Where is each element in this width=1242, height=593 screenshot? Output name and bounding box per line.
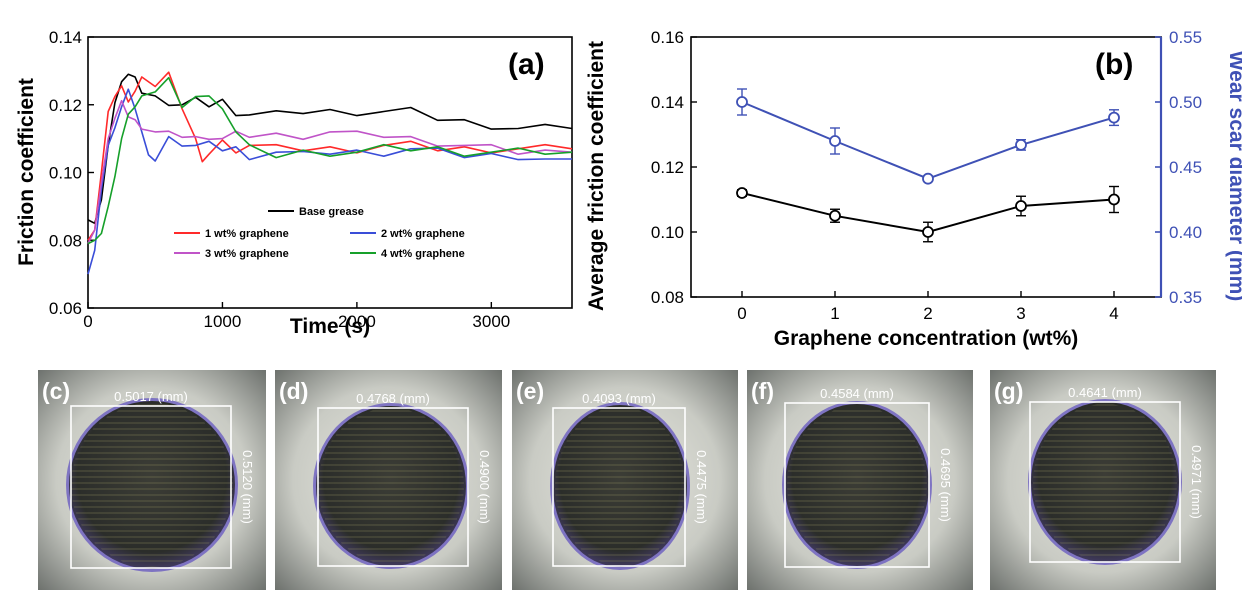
legend-label: 3 wt% graphene [205,248,289,260]
y-axis-label: Friction coefficient [15,78,38,266]
y-tick-label-right: 0.35 [1169,288,1202,307]
y-axis-label-left: Average friction coefficient [585,41,608,311]
image-label: (g) [994,378,1023,404]
y-tick-label: 0.10 [49,164,82,183]
x-tick-label: 0 [83,312,92,331]
legend-label: 2 wt% graphene [381,228,465,240]
image-label: (f) [751,378,774,404]
data-point [1015,138,1027,151]
image-label: (e) [516,378,544,404]
y-tick-label-left: 0.12 [651,158,684,177]
wear-scar-image: 0.4093 (mm) 0.4475 (mm) (e) [512,370,738,590]
x-axis-label: Graphene concentration (wt%) [774,327,1079,350]
measurement-box [70,405,232,569]
legend-label: 4 wt% graphene [381,248,465,260]
legend: Base grease 1 wt% graphene 2 wt% graphene 3… [174,206,465,260]
y-tick-label-left: 0.16 [651,28,684,47]
x-tick-label: 2 [923,304,932,323]
measurement-box [317,407,469,567]
x-tick-label: 0 [737,304,746,323]
vertical-measurement: 0.4695 (mm) [938,448,953,522]
data-point [922,226,934,238]
data-point [736,187,748,199]
series-line-0 [87,73,573,225]
horizontal-measurement: 0.4641 (mm) [1068,385,1142,400]
y-tick-label-left: 0.08 [651,288,684,307]
panel-a-friction-vs-time: 0.06 0.08 0.10 0.12 0.14 0 1000 2000 3000 (a) T… [15,28,573,338]
series-lines [87,71,573,275]
vertical-measurement: 0.4475 (mm) [694,450,709,524]
scar-texture [318,408,464,564]
data-point [736,96,748,108]
horizontal-measurement: 0.5017 (mm) [114,389,188,404]
image-label: (d) [279,378,308,404]
scar-texture [1033,404,1177,560]
vertical-measurement: 0.5120 (mm) [240,450,255,524]
x-axis-label: Time (s) [290,315,370,338]
panel-label: (b) [1095,48,1133,81]
y-tick-label-right: 0.55 [1169,28,1202,47]
x-tick-label: 4 [1109,304,1118,323]
y-axis-label-right: Wear scar diameter (mm) [1225,51,1242,302]
y-tick-label: 0.06 [49,299,82,318]
image-label: (c) [42,378,70,404]
series-line-right [741,101,1115,180]
left-y-axis-ticks: 0.08 0.10 0.12 0.14 0.16 [651,28,697,307]
horizontal-measurement: 0.4584 (mm) [820,386,894,401]
plot-frame [690,36,1162,298]
x-tick-label: 3000 [472,312,510,331]
y-tick-label: 0.12 [49,96,82,115]
panel-label: (a) [508,48,545,81]
measurement-box [1029,401,1181,563]
panel-b-concentration: 0.08 0.10 0.12 0.14 0.16 0.35 0.40 0.45 0.50 0.5… [585,28,1242,350]
x-tick-label: 2000 [338,312,376,331]
y-tick-label: 0.08 [49,231,82,250]
data-point [1108,193,1120,206]
wear-scar-images: 0.5017 (mm) 0.5120 (mm) (c) 0.4768 (mm) 0.49… [38,370,1216,590]
y-tick-label-left: 0.14 [651,93,684,112]
scar-texture [71,403,233,567]
x-tick-label: 1000 [204,312,242,331]
data-point [829,209,841,222]
x-axis-ticks: 0 1 2 3 4 [737,291,1119,323]
measurement-box [552,407,686,567]
scar-texture [555,407,685,565]
series-line-2 [87,88,572,275]
data-point [922,172,934,185]
x-axis-ticks: 0 1000 2000 3000 [83,302,510,331]
data-point [1015,200,1027,212]
wear-scar-image: 0.4641 (mm) 0.4971 (mm) (g) [990,370,1216,590]
series-line-4 [87,76,573,245]
series [736,88,1120,243]
horizontal-measurement: 0.4768 (mm) [356,391,430,406]
y-tick-label-right: 0.50 [1169,93,1202,112]
y-tick-label-right: 0.45 [1169,158,1202,177]
data-point [829,135,841,147]
horizontal-measurement: 0.4093 (mm) [582,391,656,406]
x-tick-label: 3 [1016,304,1025,323]
wear-scar-image: 0.4768 (mm) 0.4900 (mm) (d) [275,370,502,590]
plot-frame [87,36,573,309]
wear-scar-image: 0.5017 (mm) 0.5120 (mm) (c) [38,370,266,590]
vertical-measurement: 0.4900 (mm) [477,450,492,524]
scar-texture [787,406,927,564]
y-axis-ticks: 0.06 0.08 0.10 0.12 0.14 [49,28,94,318]
y-tick-label: 0.14 [49,28,82,47]
y-tick-label-left: 0.10 [651,223,684,242]
measurement-box [784,402,930,568]
x-tick-label: 1 [830,304,839,323]
legend-label: Base grease [299,206,364,218]
data-point [1108,111,1120,124]
wear-scar-image: 0.4584 (mm) 0.4695 (mm) (f) [747,370,973,590]
series-line-3 [87,99,573,244]
vertical-measurement: 0.4971 (mm) [1189,445,1204,519]
right-y-axis-ticks: 0.35 0.40 0.45 0.50 0.55 [1155,28,1202,307]
legend-label: 1 wt% graphene [205,228,289,240]
y-tick-label-right: 0.40 [1169,223,1202,242]
